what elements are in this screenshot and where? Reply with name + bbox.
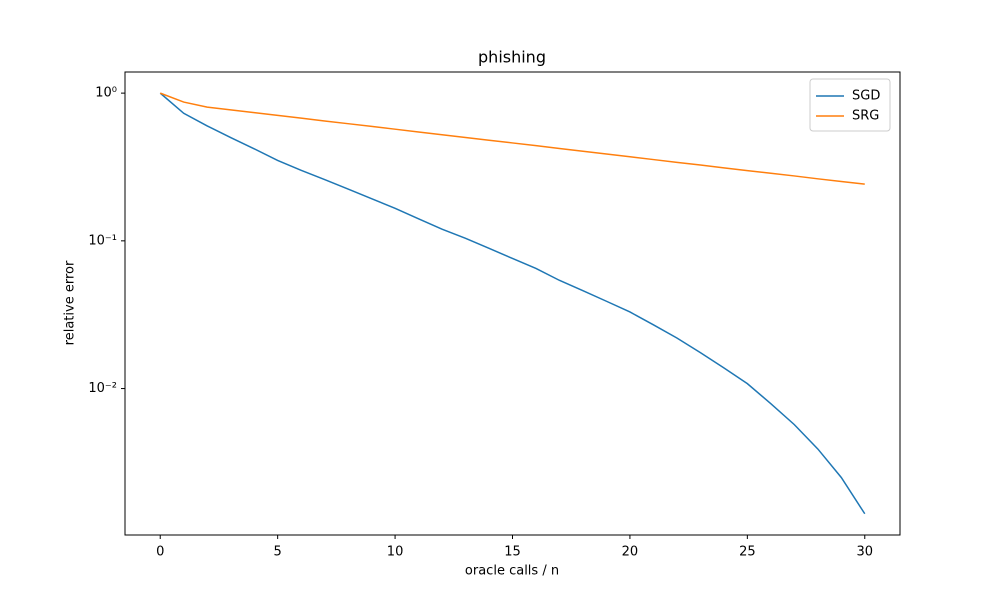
y-axis-label: relative error [63, 260, 78, 345]
y-tick-label: 10⁰ [95, 86, 117, 101]
x-tick-label: 25 [739, 545, 756, 560]
legend-label: SGD [852, 89, 880, 104]
x-tick-label: 15 [504, 545, 521, 560]
x-tick-label: 20 [622, 545, 639, 560]
legend-label: SRG [852, 109, 879, 124]
x-tick-label: 30 [856, 545, 873, 560]
x-tick-label: 5 [274, 545, 282, 560]
legend: SGD SRG [809, 78, 891, 132]
line-series [159, 92, 865, 185]
y-tick-label: 10⁻¹ [88, 233, 117, 248]
legend-box [809, 78, 891, 132]
line-series [159, 92, 866, 515]
plot-frame [124, 71, 901, 536]
x-axis-label: oracle calls / n [465, 564, 559, 579]
chart-title: phishing [478, 48, 546, 67]
x-tick-label: 10 [387, 545, 404, 560]
x-tick-label: 0 [156, 545, 164, 560]
y-tick-label: 10⁻² [88, 381, 117, 396]
